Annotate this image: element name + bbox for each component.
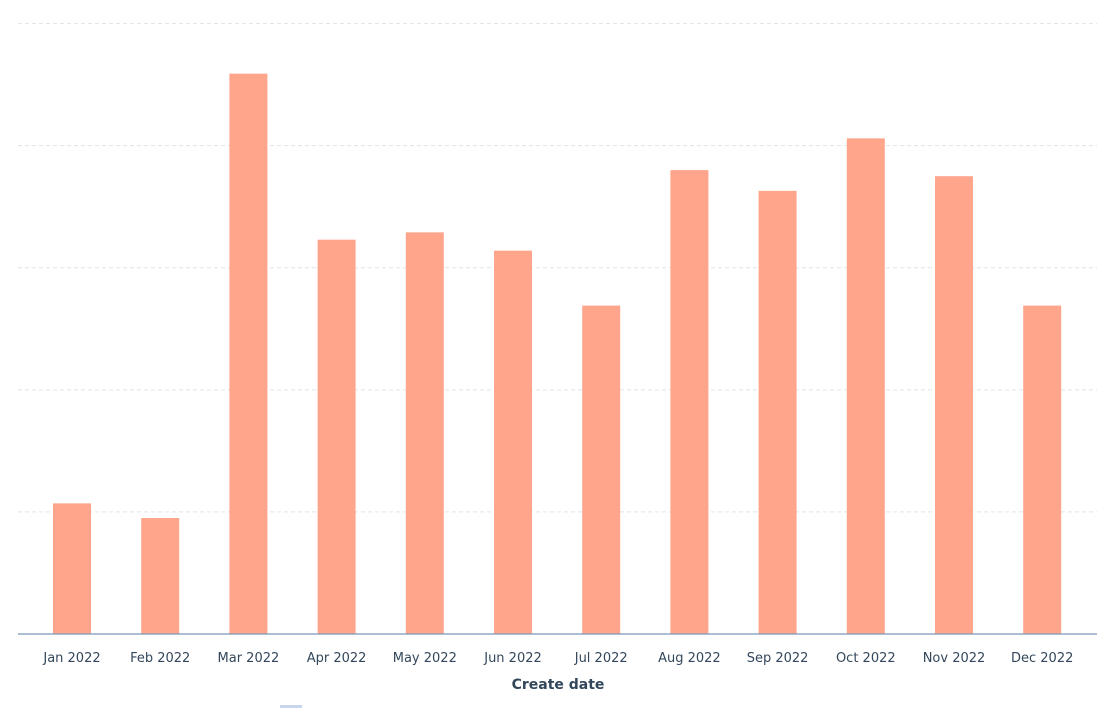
bar[interactable] (758, 190, 797, 634)
bar[interactable] (1023, 305, 1062, 634)
x-tick-label: Jun 2022 (483, 651, 542, 666)
bar[interactable] (935, 176, 973, 634)
x-tick-label: Dec 2022 (1011, 651, 1073, 666)
legend-swatch[interactable] (280, 705, 302, 708)
bar[interactable] (582, 305, 621, 634)
x-axis-title: Create date (512, 677, 605, 693)
x-tick-label: Sep 2022 (747, 651, 809, 666)
x-tick-label: Oct 2022 (836, 651, 896, 666)
bar[interactable] (405, 232, 444, 634)
bar[interactable] (317, 239, 356, 635)
x-tick-label: Apr 2022 (307, 651, 367, 666)
x-tick-label: Jul 2022 (574, 651, 628, 666)
x-tick-labels: Jan 2022 Feb 2022 Mar 2022 Apr 2022 May 2022… (42, 651, 1073, 666)
bar[interactable] (53, 503, 91, 634)
x-tick-label: Aug 2022 (658, 651, 721, 666)
bars[interactable] (53, 73, 1062, 635)
gridlines (18, 23, 1097, 513)
bar[interactable] (141, 518, 180, 634)
bar[interactable] (229, 73, 268, 634)
x-tick-label: Jan 2022 (42, 651, 100, 666)
bar[interactable] (494, 250, 532, 634)
x-tick-label: Nov 2022 (923, 651, 986, 666)
bar[interactable] (846, 138, 885, 634)
x-tick-label: May 2022 (393, 651, 457, 666)
x-tick-label: Feb 2022 (130, 651, 190, 666)
bar[interactable] (670, 170, 709, 634)
x-tick-label: Mar 2022 (218, 651, 280, 666)
